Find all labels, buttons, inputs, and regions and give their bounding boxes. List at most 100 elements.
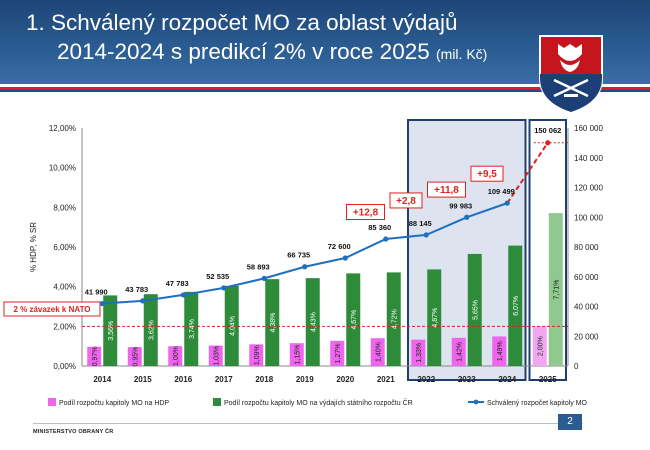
budget-share-bar [508,245,523,366]
budget-share-label: 4,43% [310,312,317,332]
budget-point [302,264,308,270]
budget-point [545,140,551,146]
budget-value-label: 47 783 [166,279,189,288]
x-tick-label: 2024 [498,375,516,384]
y-right-tick-label: 60 000 [574,273,599,282]
y-right-tick-label: 120 000 [574,184,603,193]
x-tick-label: 2015 [134,375,152,384]
hdp-share-bar [492,336,507,366]
hdp-share-label: 1,09% [254,345,261,365]
x-tick-label: 2025 [539,375,557,384]
flag-stripe-white [0,84,650,87]
y-left-tick-label: 10,00% [49,164,76,173]
footer-divider [33,423,583,424]
y-axis-title: % HDP, % SR [29,222,38,272]
y-left-tick-label: 0,00% [53,362,76,371]
x-tick-label: 2021 [377,375,395,384]
legend-swatch [213,398,221,406]
budget-share-bar [224,285,239,366]
budget-point [99,300,105,307]
increment-box [470,165,504,182]
hdp-share-bar [127,347,142,366]
hdp-share-label: 1,40% [375,342,382,362]
title-line-1: 1. Schválený rozpočet MO za oblast výdaj… [26,10,458,35]
budget-share-bar [305,278,320,366]
title-line-2: 2014-2024 s predikcí 2% v roce 2025 (mil… [26,37,546,69]
hdp-share-label: 2,00% [537,336,544,356]
y-right-tick-label: 40 000 [574,303,599,312]
budget-value-label: 43 783 [125,285,148,294]
budget-share-bar [143,294,158,366]
page-number: 2 [558,414,582,430]
flag-stripe-red [0,87,650,90]
budget-value-label: 58 893 [247,262,270,271]
nato-label-box [3,301,101,317]
budget-share-bar [103,295,118,366]
increment-box [389,192,423,209]
increment-label: +11,8 [434,185,459,196]
hdp-share-label: 1,33% [416,343,423,363]
budget-point [464,214,470,220]
budget-point [383,236,389,242]
budget-value-label: 52 535 [206,272,229,281]
budget-value-label: 41 990 [85,288,108,297]
hdp-share-bar [208,345,223,366]
increment-label: +12,8 [353,208,379,219]
budget-share-bar [427,269,442,366]
budget-share-label: 3,74% [189,319,196,339]
hdp-share-bar [87,346,102,366]
budget-point [221,285,227,291]
budget-point [140,298,146,304]
y-right-tick-label: 20 000 [574,332,599,341]
budget-share-label: 4,87% [432,308,439,328]
hdp-share-bar [289,343,304,366]
y-right-tick-label: 100 000 [574,213,603,222]
y-right-tick-label: 160 000 [574,124,603,133]
budget-value-label: 150 062 [534,126,561,135]
legend-marker [473,399,479,405]
footer-organization: MINISTERSTVO OBRANY ČR [33,429,114,435]
budget-share-bar [386,272,401,366]
hdp-share-label: 0,95% [132,347,139,367]
legend-swatch [48,398,56,406]
budget-point [261,275,267,281]
hdp-share-bar [330,340,345,366]
y-left-tick-label: 6,00% [53,243,76,252]
x-tick-label: 2019 [296,375,314,384]
budget-share-label: 4,04% [229,316,236,336]
nato-label: 2 % závazek k NATO [13,305,90,314]
budget-share-label: 4,67% [351,310,358,330]
slide-title: 1. Schválený rozpočet MO za oblast výdaj… [26,8,546,69]
hdp-share-label: 1,27% [335,343,342,363]
y-left-tick-label: 8,00% [53,203,76,212]
increment-box [427,181,466,198]
budget-value-label: 88 145 [409,219,432,228]
budget-share-bar [265,279,280,366]
budget-value-label: 66 735 [287,251,310,260]
y-left-tick-label: 4,00% [53,283,76,292]
x-tick-label: 2017 [215,375,233,384]
y-right-tick-label: 0 [574,362,579,371]
budget-share-bar [184,291,199,366]
predicted-budget-line [506,142,549,204]
increment-label: +2,8 [396,196,416,207]
budget-share-label: 4,38% [270,313,277,333]
title-unit: (mil. Kč) [436,46,488,62]
budget-share-bar [346,273,361,366]
hdp-share-label: 1,03% [213,346,220,366]
hdp-share-bar [370,338,385,366]
budget-point [180,292,186,298]
budget-value-label: 99 983 [449,201,472,210]
highlight-range-box [528,119,567,381]
budget-share-bar [548,213,563,366]
budget-share-label: 5,65% [472,300,479,320]
y-left-tick-label: 2,00% [53,322,76,331]
x-tick-label: 2022 [417,375,435,384]
x-tick-label: 2018 [255,375,273,384]
x-tick-label: 2016 [174,375,192,384]
hdp-share-label: 1,49% [497,341,504,361]
hdp-share-bar [451,337,466,366]
budget-share-label: 7,71% [553,280,560,300]
legend-label: Podíl rozpočtu kapitoly MO na výdajích s… [224,398,413,407]
